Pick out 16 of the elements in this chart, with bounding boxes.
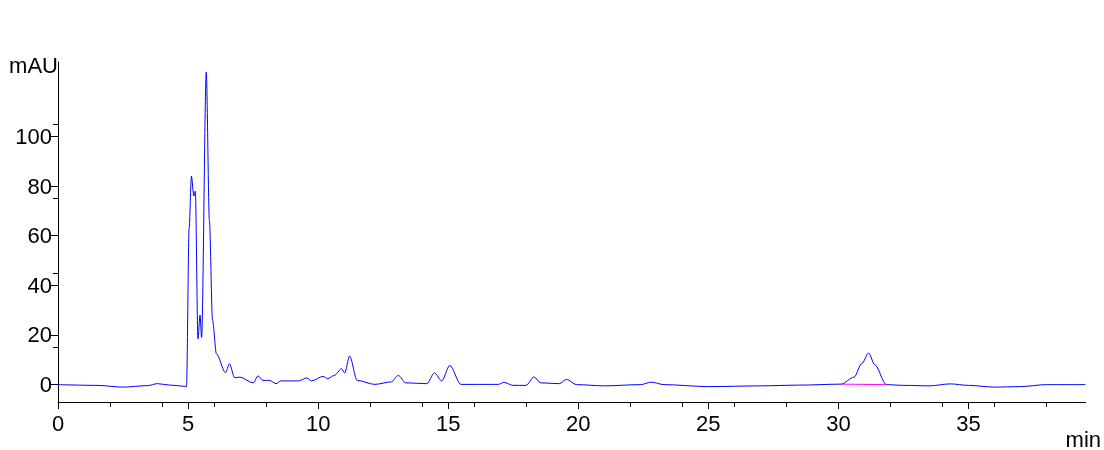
x-tick-label: 20	[566, 410, 591, 436]
x-tick-label: 35	[956, 410, 981, 436]
x-tick-label: 25	[696, 410, 721, 436]
x-tick-label: 10	[305, 410, 331, 436]
x-tick-label: 5	[181, 410, 195, 436]
y-tick-label: 60	[27, 223, 52, 249]
x-tick-label: 30	[826, 410, 851, 436]
x-tick-label: 15	[435, 410, 461, 436]
y-tick-label: 0	[39, 372, 52, 398]
y-tick-label: 20	[27, 322, 52, 348]
y-tick-label: 80	[27, 173, 52, 199]
y-tick-label: 40	[27, 272, 52, 298]
x-axis-title: min	[1065, 426, 1101, 450]
y-axis-title: mAU	[9, 52, 58, 78]
y-tick-label: 100	[15, 123, 52, 149]
line-series	[57, 71, 1087, 388]
